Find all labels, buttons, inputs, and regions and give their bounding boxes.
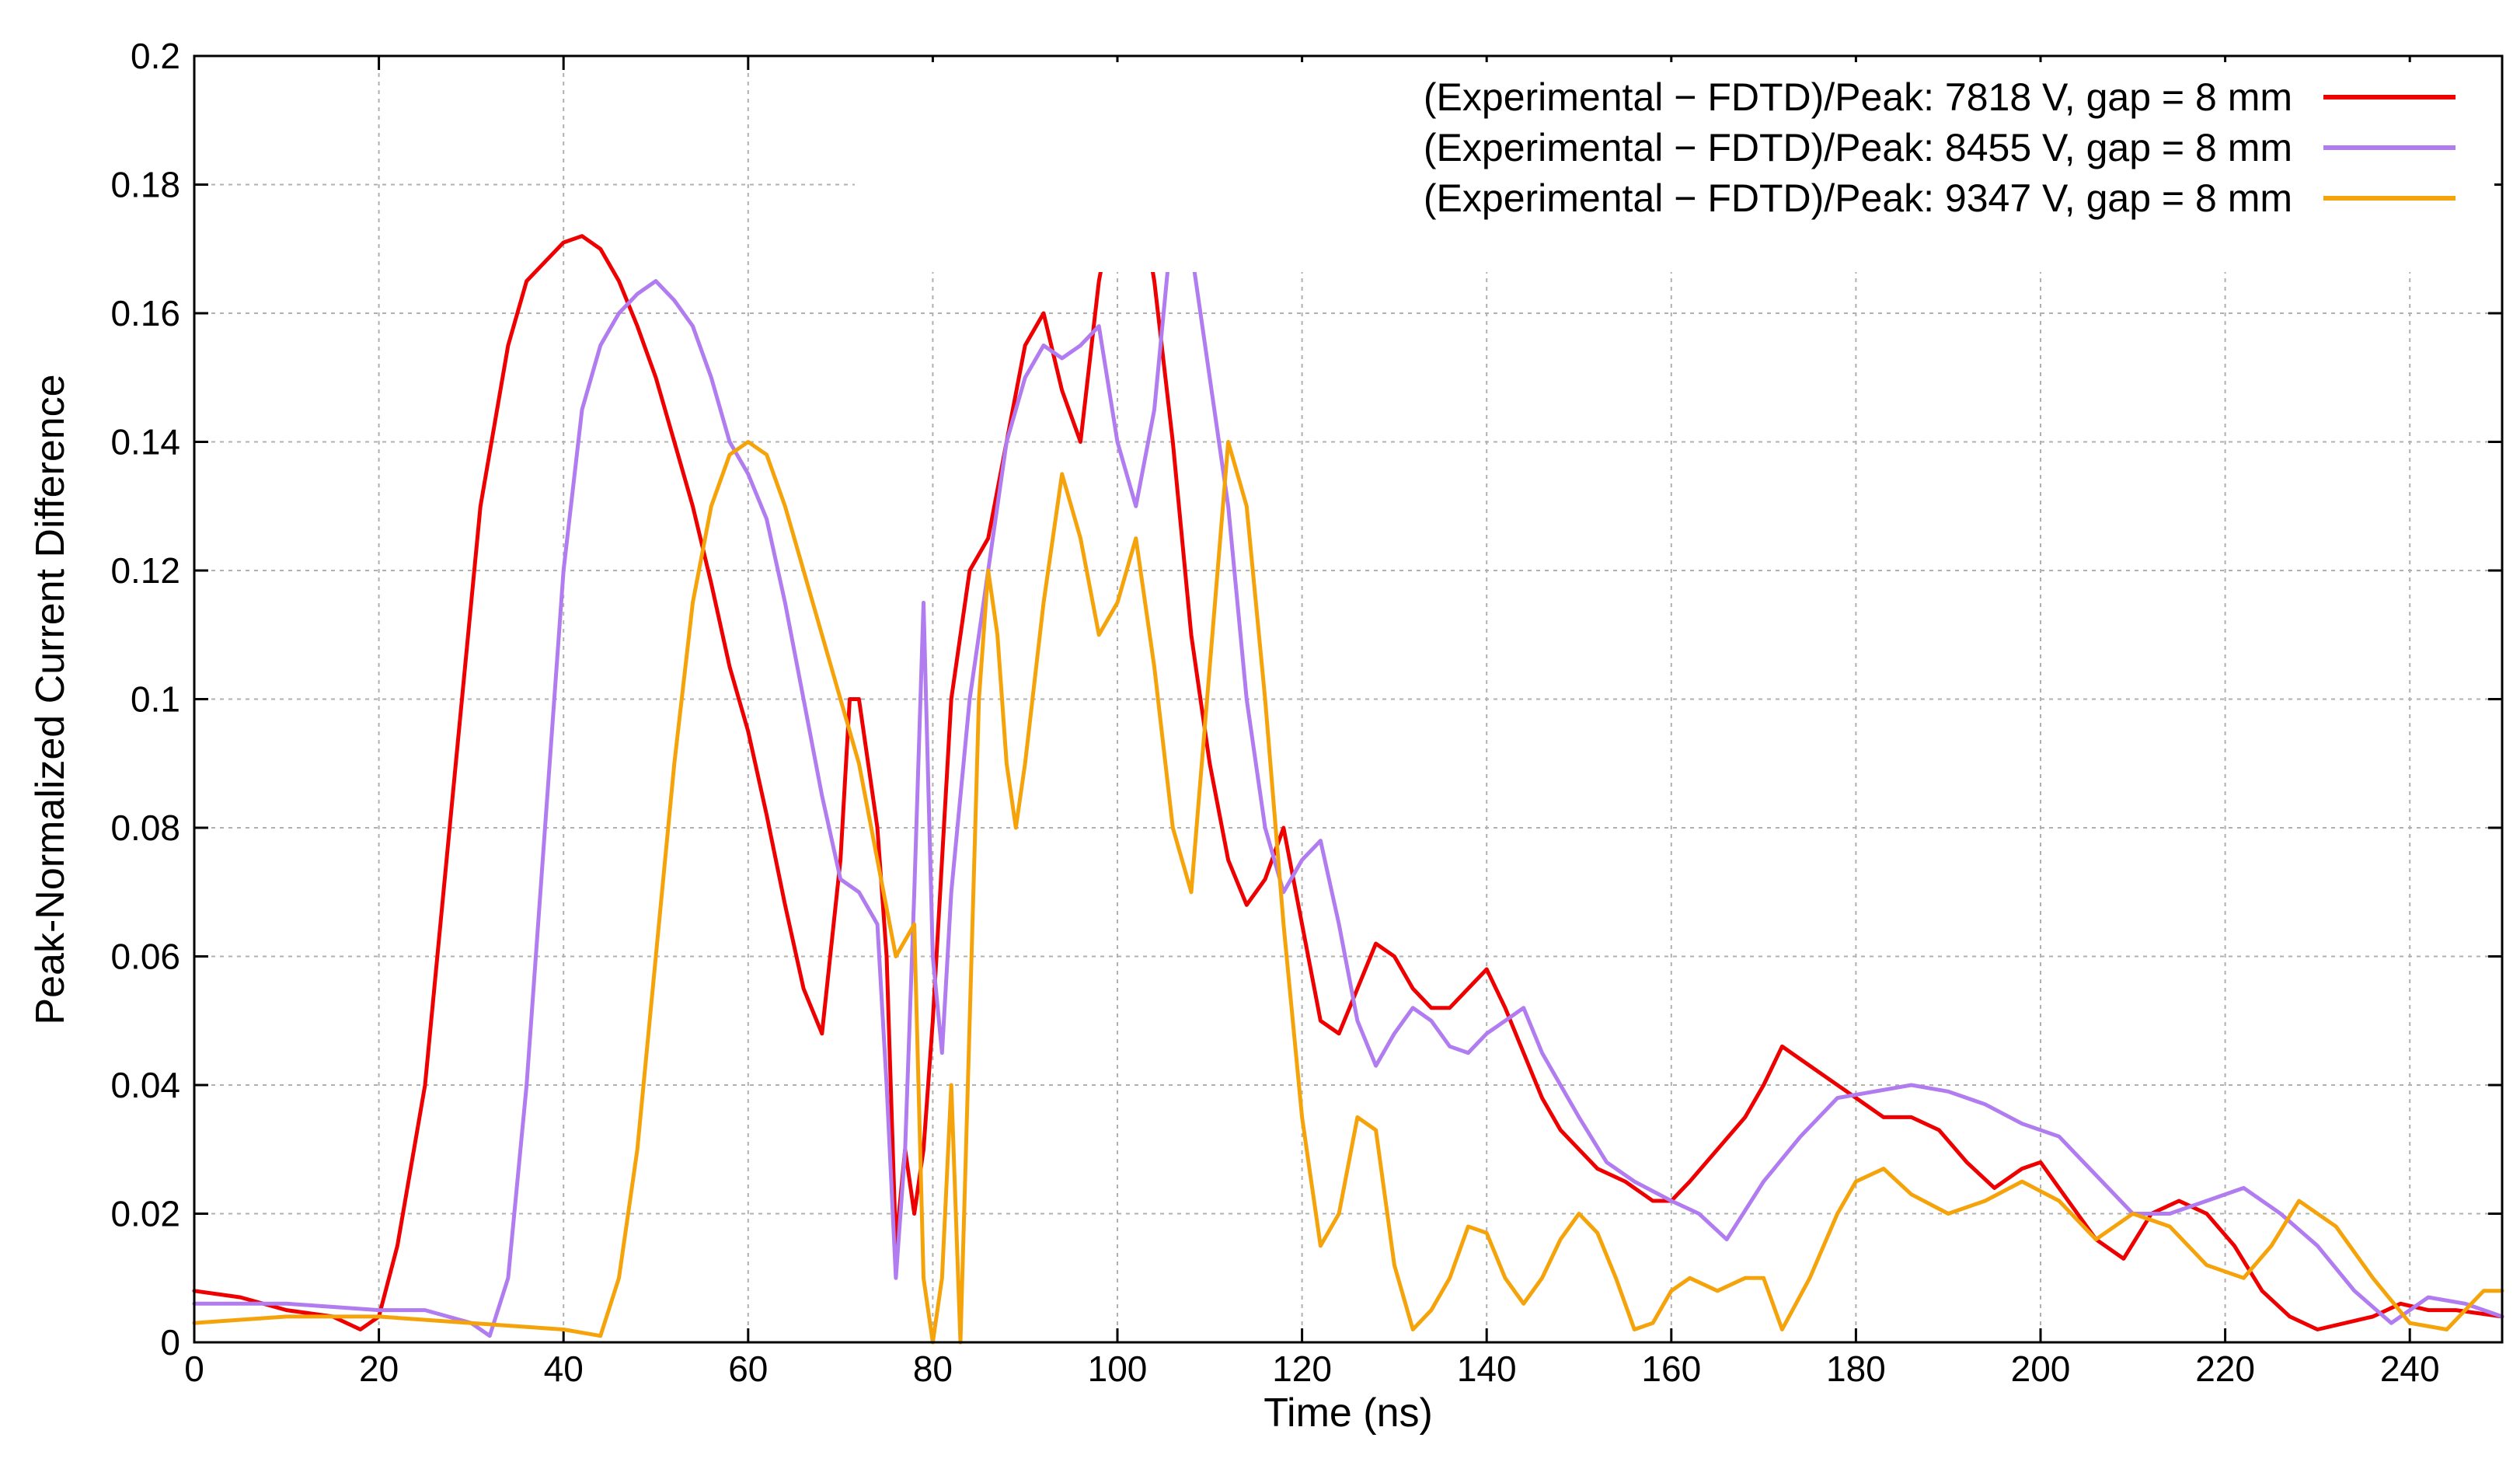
y-tick-label: 0 [160, 1322, 180, 1363]
x-tick-label: 40 [544, 1349, 584, 1389]
y-tick-label: 0.14 [110, 422, 180, 462]
y-tick-label: 0.16 [110, 293, 180, 333]
x-tick-label: 0 [184, 1349, 204, 1389]
x-tick-label: 240 [2380, 1349, 2440, 1389]
y-tick-label: 0.06 [110, 937, 180, 977]
x-tick-label: 120 [1272, 1349, 1332, 1389]
y-tick-label: 0.2 [131, 36, 180, 76]
x-axis-label: Time (ns) [1263, 1391, 1433, 1436]
legend-label-1: (Experimental − FDTD)/Peak: 7818 V, gap … [1424, 75, 2292, 119]
y-axis-label: Peak-Normalized Current Difference [28, 374, 73, 1024]
y-tick-label: 0.12 [110, 550, 180, 591]
legend-label-2: (Experimental − FDTD)/Peak: 8455 V, gap … [1424, 126, 2292, 169]
x-tick-label: 80 [913, 1349, 953, 1389]
legend-background [855, 62, 2494, 272]
x-tick-label: 100 [1088, 1349, 1148, 1389]
x-tick-label: 140 [1457, 1349, 1517, 1389]
series-line-1 [192, 169, 2504, 1331]
x-tick-label: 60 [728, 1349, 768, 1389]
y-tick-label: 0.18 [110, 165, 180, 205]
x-tick-label: 200 [2011, 1349, 2071, 1389]
legend: (Experimental − FDTD)/Peak: 7818 V, gap … [855, 62, 2494, 272]
x-tick-label: 160 [1641, 1349, 1701, 1389]
series-line-3 [192, 440, 2504, 1345]
y-tick-label: 0.08 [110, 808, 180, 848]
x-tick-label: 180 [1826, 1349, 1886, 1389]
axis-ticks: 0 20 40 60 80 100 120 140 160 180 200 220 240 0 0.02 0.… [110, 36, 2502, 1389]
x-tick-label: 220 [2195, 1349, 2255, 1389]
y-tick-label: 0.02 [110, 1194, 180, 1234]
legend-label-3: (Experimental − FDTD)/Peak: 9347 V, gap … [1424, 176, 2292, 220]
x-tick-label: 20 [359, 1349, 399, 1389]
plot-frame [193, 54, 2504, 1344]
y-tick-label: 0.1 [131, 679, 180, 720]
y-tick-label: 0.04 [110, 1065, 180, 1105]
